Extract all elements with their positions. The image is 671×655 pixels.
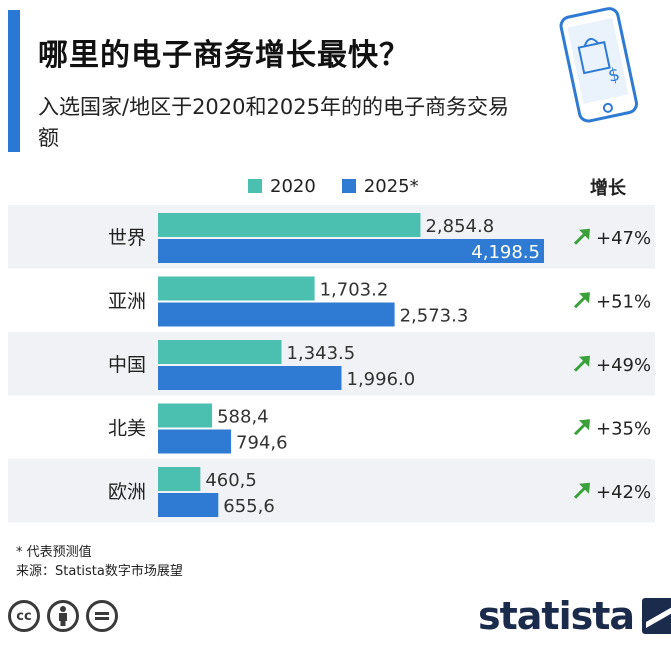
data-label: 655,6 [223,496,275,517]
data-label: 2,573.3 [400,306,469,327]
category-label: 欧洲 [108,481,146,503]
bar [158,403,213,428]
trend-up-arrow-head [579,228,590,240]
statista-logo-icon [642,598,671,634]
growth-label: +51% [596,291,651,312]
row-band [8,459,655,523]
bar [158,213,421,237]
legend-swatch-2020 [248,179,262,193]
growth-label: +49% [596,355,651,376]
phone-shopping-icon: $ [559,7,638,123]
bar [158,239,544,263]
accent-bar [8,10,20,152]
no-derivatives-icon [86,600,118,632]
data-label: 794,6 [236,433,288,454]
forecast-note: * 代表预测值 [16,545,92,560]
data-label: 1,996.0 [347,369,416,390]
bar [158,366,342,390]
category-label: 中国 [108,354,146,376]
brand-wordmark: statista [478,594,635,638]
growth-column-header: 增长 [590,178,626,199]
bar [158,276,315,301]
row-band [8,395,655,459]
brand: statista [478,594,671,638]
category-label: 世界 [108,227,146,249]
bar-chart: 世界 2,854.8 4,198.5 +47% 亚洲 1,703.2 2,573.3 +51%… [8,205,655,523]
category-label: 北美 [108,417,146,439]
bar [158,429,232,454]
data-label: 460,5 [205,470,257,491]
growth-label: +35% [596,418,651,439]
legend-label-2025: 2025* [363,175,419,197]
svg-text:$: $ [606,64,622,87]
chart-subtitle: 入选国家/地区于2020和2025年的的电子商务交易额 [38,95,509,150]
source-note: 来源：Statista数字市场展望 [16,564,183,579]
bar [158,467,201,491]
legend-item-2025: 2025* [341,175,419,197]
license-icons: cc [8,600,118,632]
trend-up-arrow-head [579,482,590,494]
legend: 2020 2025* [248,175,445,197]
creative-commons-icon: cc [8,600,40,632]
legend-item-2020: 2020 [248,176,316,197]
data-label: 4,198.5 [471,242,540,263]
footnote: * 代表预测值 来源：Statista数字市场展望 [16,543,183,581]
data-label: 1,703.2 [320,280,389,301]
data-label: 2,854.8 [425,216,494,237]
trend-up-arrow-head [579,292,590,304]
category-label: 亚洲 [108,290,146,312]
attribution-icon [47,600,79,632]
growth-label: +47% [596,228,651,249]
bar [158,302,395,327]
bar [158,493,219,517]
growth-label: +42% [596,482,651,503]
legend-swatch-2025 [341,179,356,193]
bar [158,340,282,364]
trend-up-arrow-head [579,419,590,431]
data-label: 1,343.5 [287,343,356,364]
data-label: 588,4 [217,407,269,428]
legend-label-2020: 2020 [270,175,316,197]
chart-title: 哪里的电子商务增长最快？ [38,38,410,73]
trend-up-arrow-head [579,355,590,367]
